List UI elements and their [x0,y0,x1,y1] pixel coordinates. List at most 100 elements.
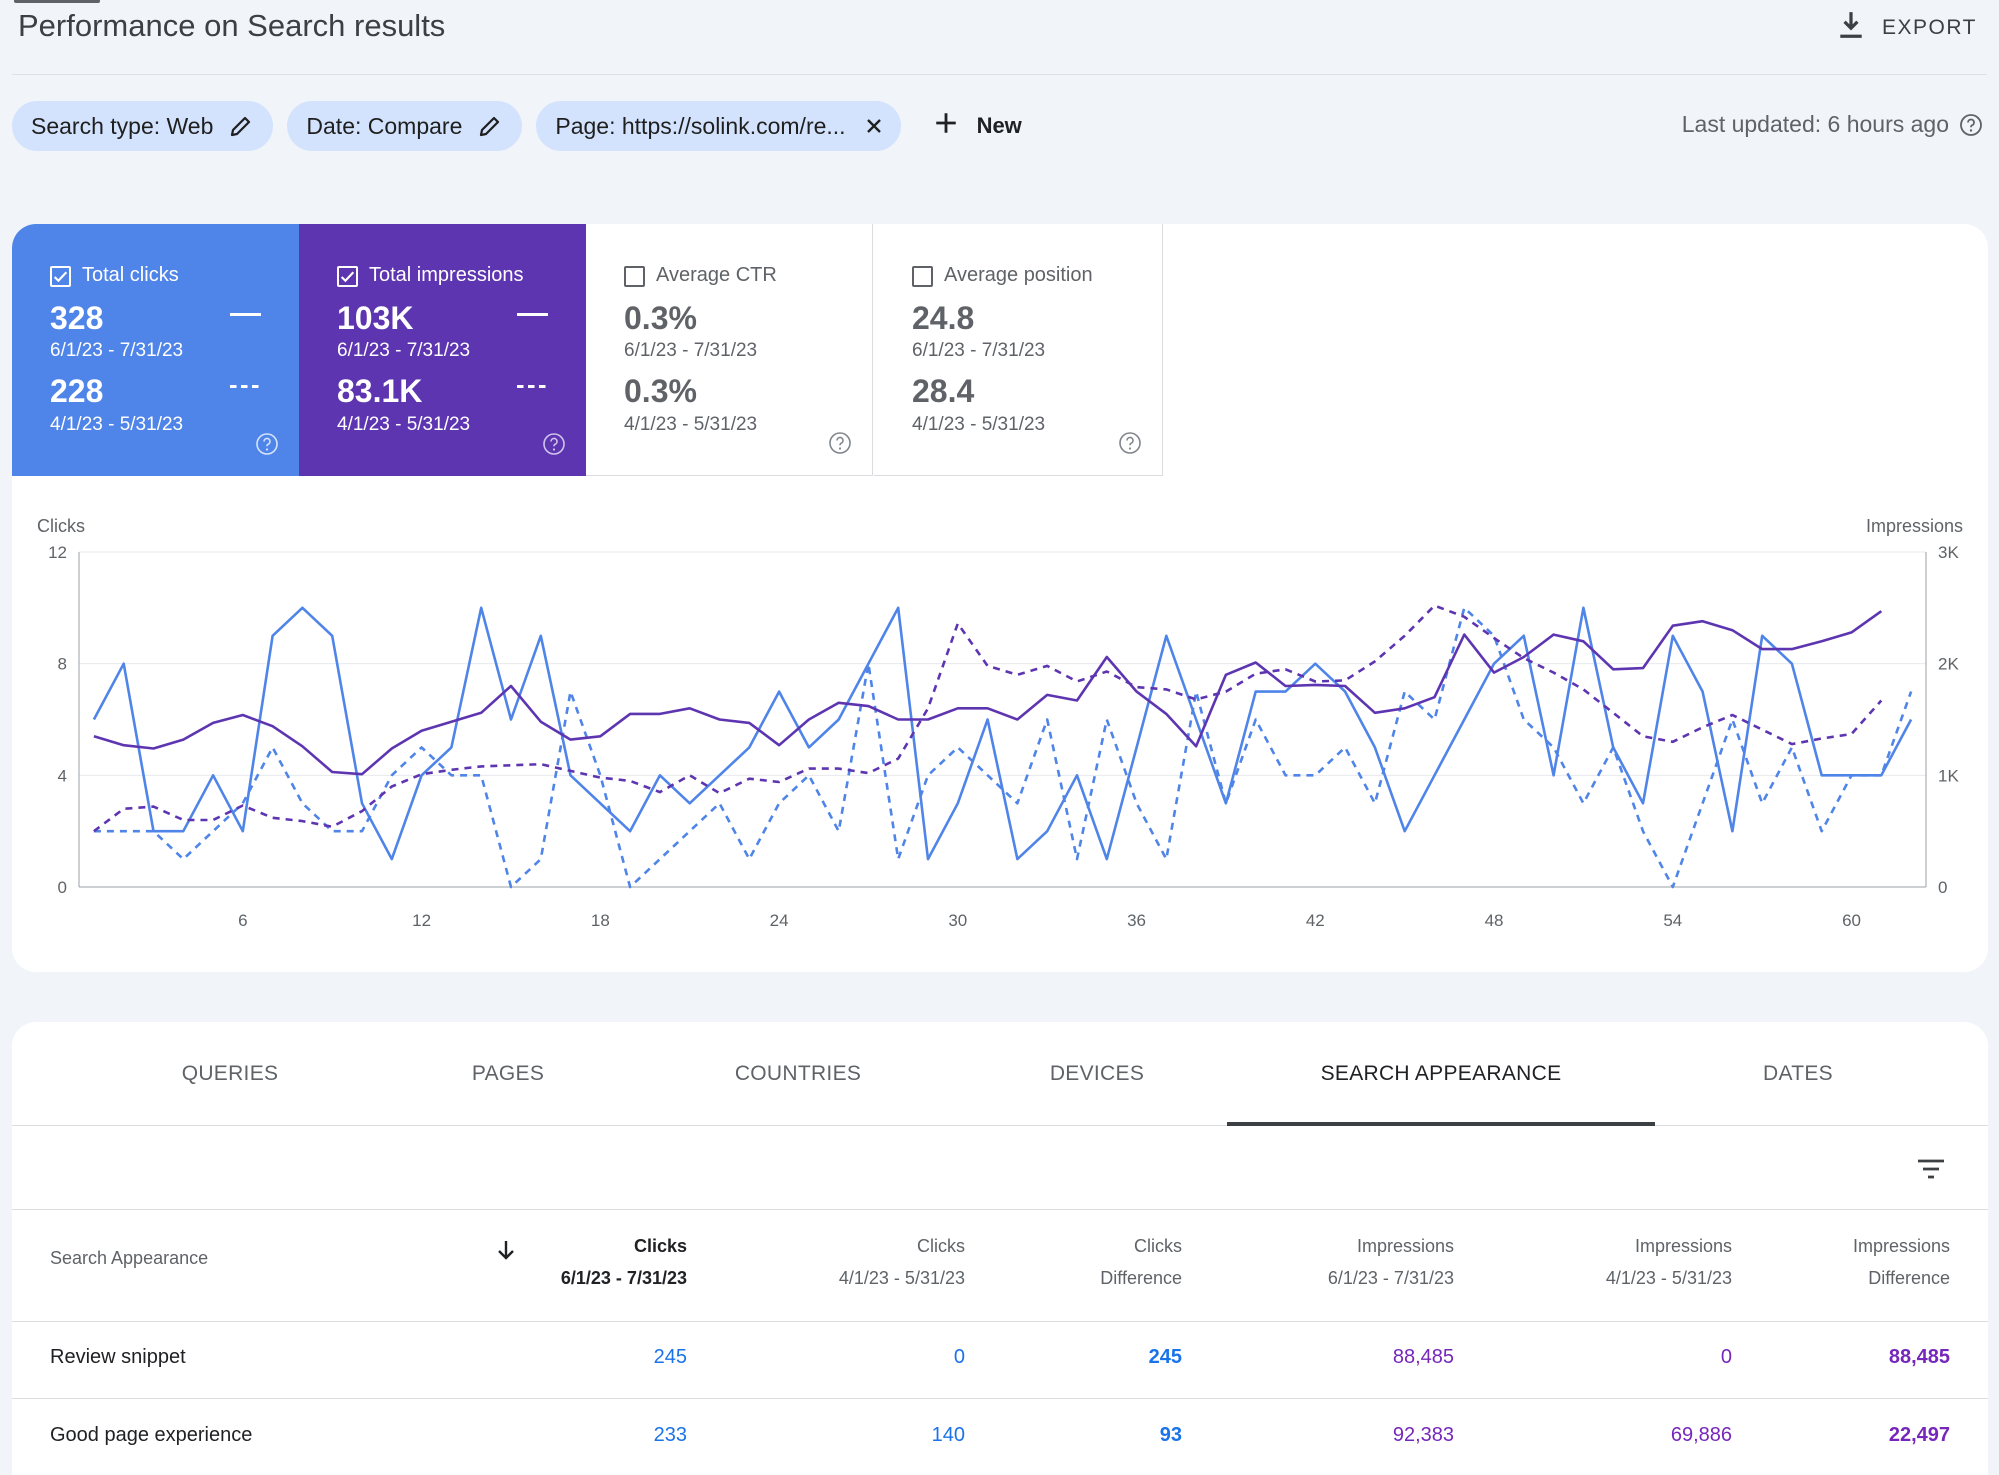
metric-label: Average CTR [656,264,777,286]
series-line-clicks-dashed [93,606,1913,889]
metric-card-average-ctr[interactable]: Average CTR 0.3% 6/1/23 - 7/31/23 0.3% 4… [586,224,873,476]
metric-card-total-clicks[interactable]: Total clicks 328 6/1/23 - 7/31/23 228 4/… [12,224,299,476]
x-tick-label: 60 [1842,911,1861,930]
top-tab-indicator [14,0,100,3]
metric-card-average-position[interactable]: Average position 24.8 6/1/23 - 7/31/23 2… [874,224,1163,476]
filter-icon[interactable] [1914,1152,1948,1186]
chip-label: Search type: Web [31,112,214,139]
right-tick-label: 3K [1938,543,1959,562]
right-tick-label: 1K [1938,766,1959,785]
cell-impressions-difference: 22,497 [1888,1424,1950,1446]
cell-impressions-previous: 0 [1720,1346,1732,1368]
chip-label: Page: https://solink.com/re... [555,112,846,139]
filter-chip-date[interactable]: Date: Compare [287,101,523,151]
row-name: Good page experience [50,1424,253,1446]
metric-value-previous: 28.4 [912,373,975,409]
export-button[interactable]: EXPORT [1838,8,1977,48]
column-header-impressions-previous[interactable]: Impressions 4/1/23 - 5/31/23 [1605,1236,1732,1288]
metric-value-current: 24.8 [912,300,975,336]
checkbox-unchecked-icon[interactable] [912,266,933,287]
active-tab-indicator [1227,1122,1655,1126]
metric-range-current: 6/1/23 - 7/31/23 [50,340,184,361]
filter-chip-search-type[interactable]: Search type: Web [12,101,274,151]
metric-range-previous: 4/1/23 - 5/31/23 [912,414,1046,435]
plus-icon [933,110,959,142]
solid-line-legend [230,313,261,316]
edit-icon[interactable] [229,114,253,138]
metric-value-current: 103K [337,300,414,336]
help-icon[interactable] [828,431,852,455]
checkbox-checked-icon[interactable] [50,266,71,287]
help-icon[interactable] [542,432,566,456]
series-line-impressions-dashed [93,604,1883,833]
table-filter-row [12,1126,1988,1210]
cell-clicks-current: 245 [653,1346,687,1368]
help-icon[interactable] [1118,431,1142,455]
new-filter-button[interactable]: New [933,110,1022,142]
metric-value-current: 0.3% [624,300,697,336]
metric-value-previous: 83.1K [337,373,423,409]
metric-value-previous: 0.3% [624,373,697,409]
metric-card-total-impressions[interactable]: Total impressions 103K 6/1/23 - 7/31/23 … [299,224,586,476]
cell-impressions-previous: 69,886 [1670,1424,1732,1446]
metric-label: Average position [944,264,1093,286]
column-header-impressions-current[interactable]: Impressions 6/1/23 - 7/31/23 [1327,1236,1454,1288]
last-updated: Last updated: 6 hours ago [1682,111,1983,138]
table-row[interactable]: Review snippet 245 0 245 88,485 0 88,485 [12,1322,1988,1399]
last-updated-text: Last updated: 6 hours ago [1681,111,1949,137]
x-tick-label: 36 [1127,911,1146,930]
series-line-clicks-solid [92,606,1913,861]
column-header-impressions-difference[interactable]: Impressions Difference [1852,1236,1950,1288]
tab-search-appearance[interactable]: SEARCH APPEARANCE [1320,1062,1562,1085]
column-header-clicks-previous[interactable]: Clicks 4/1/23 - 5/31/23 [838,1236,965,1288]
table-header: Search Appearance Clicks 6/1/23 - 7/31/23… [12,1210,1988,1322]
metric-range-current: 6/1/23 - 7/31/23 [912,340,1046,361]
right-tick-label: 0 [1938,878,1947,897]
cell-clicks-difference: 245 [1148,1346,1182,1368]
tab-pages[interactable]: PAGES [471,1062,545,1085]
metric-label: Total clicks [82,264,179,286]
x-tick-label: 24 [770,911,789,930]
left-tick-label: 8 [58,655,67,674]
x-tick-label: 54 [1663,911,1682,930]
metric-value-current: 328 [50,300,104,336]
x-tick-label: 48 [1485,911,1504,930]
close-icon[interactable] [862,114,886,138]
column-header-clicks-current[interactable]: Clicks 6/1/23 - 7/31/23 [560,1236,687,1288]
x-tick-label: 12 [412,911,431,930]
metric-range-previous: 4/1/23 - 5/31/23 [624,414,758,435]
filter-chip-page[interactable]: Page: https://solink.com/re... [536,101,901,151]
help-icon[interactable] [255,432,279,456]
tab-countries[interactable]: COUNTRIES [734,1062,862,1085]
tab-dates[interactable]: DATES [1763,1062,1833,1085]
cell-impressions-current: 92,383 [1392,1424,1454,1446]
chip-label: Date: Compare [306,112,463,139]
header-divider [12,74,1987,75]
cell-impressions-difference: 88,485 [1888,1346,1950,1368]
cell-clicks-previous: 140 [931,1424,965,1446]
download-icon [1838,10,1864,46]
sort-descending-icon[interactable] [494,1238,518,1262]
metric-label: Total impressions [369,264,524,286]
edit-icon[interactable] [478,114,502,138]
filter-bar: Search type: Web Date: Compare Page: htt… [12,101,1022,151]
tab-devices[interactable]: DEVICES [1049,1062,1145,1085]
new-filter-label: New [976,113,1022,138]
dimension-tabs: QUERIES PAGES COUNTRIES DEVICES SEARCH A… [12,1022,1988,1126]
checkbox-checked-icon[interactable] [337,266,358,287]
performance-chart-card: Total clicks 328 6/1/23 - 7/31/23 228 4/… [12,224,1988,972]
page-title: Performance on Search results [18,8,446,43]
cell-clicks-current: 233 [653,1424,687,1446]
tab-queries[interactable]: QUERIES [181,1062,279,1085]
column-header-search-appearance[interactable]: Search Appearance [50,1248,209,1268]
table-row[interactable]: Good page experience 233 140 93 92,383 6… [12,1400,1988,1475]
dimension-table-card: QUERIES PAGES COUNTRIES DEVICES SEARCH A… [12,1022,1988,1475]
metric-value-previous: 228 [50,373,104,409]
help-icon[interactable] [1959,113,1983,137]
checkbox-unchecked-icon[interactable] [624,266,645,287]
row-name: Review snippet [50,1346,186,1368]
column-header-clicks-difference[interactable]: Clicks Difference [1100,1236,1182,1288]
cell-impressions-current: 88,485 [1392,1346,1454,1368]
right-axis-title: Impressions [1865,516,1963,536]
